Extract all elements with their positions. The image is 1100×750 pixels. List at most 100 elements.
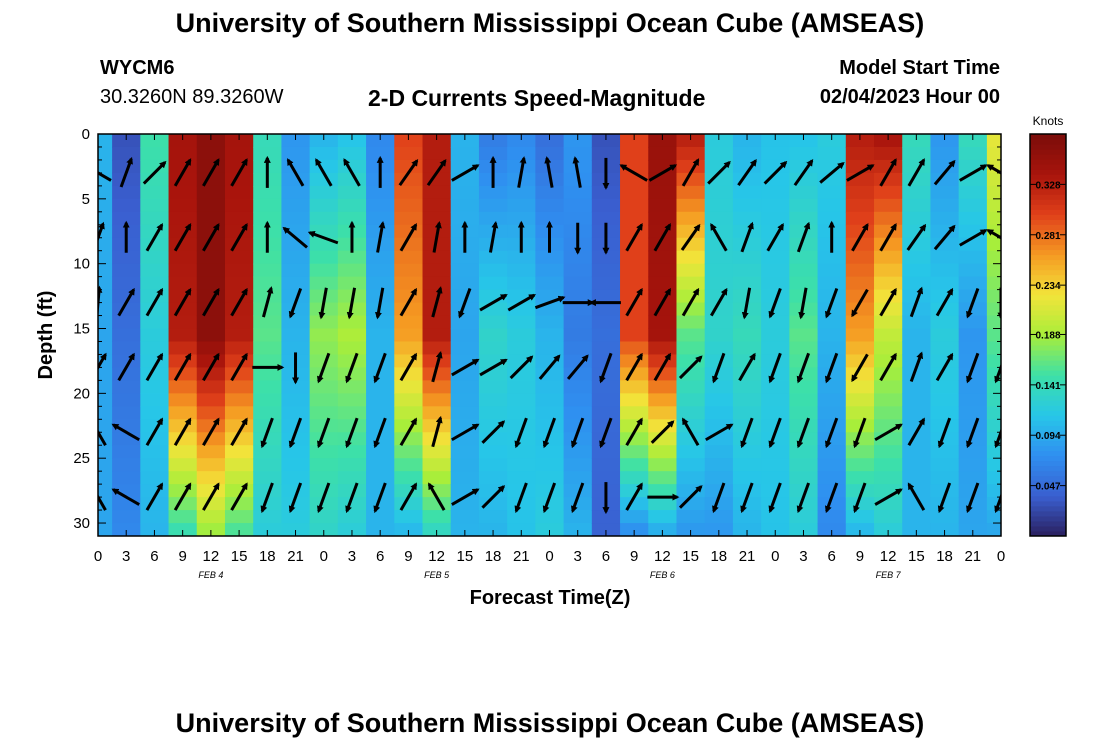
heatmap-cell — [817, 146, 847, 161]
x-tick-label: 9 — [630, 548, 638, 565]
heatmap-cell — [930, 328, 960, 343]
current-vector — [648, 164, 678, 182]
station-id: WYCM6 — [100, 57, 175, 79]
heatmap-cell — [902, 523, 932, 536]
heatmap-cell — [620, 250, 649, 265]
x-axis-label: Forecast Time(Z) — [470, 587, 631, 609]
current-vector — [737, 158, 757, 187]
current-vector — [544, 156, 554, 188]
heatmap-cell — [478, 134, 508, 148]
colorbar-segment — [1030, 284, 1066, 291]
current-vector — [819, 161, 845, 184]
heatmap-cell — [817, 250, 847, 265]
heatmap-cell — [422, 510, 452, 524]
heatmap-cell — [620, 211, 649, 226]
heatmap-cell — [732, 224, 762, 239]
heatmap-cell — [986, 380, 1001, 394]
heatmap-cell — [874, 445, 903, 459]
heatmap-cell — [507, 315, 536, 330]
heatmap-cell — [563, 484, 593, 498]
colorbar-segment — [1030, 249, 1066, 256]
current-vector — [935, 352, 954, 382]
heatmap-cell — [281, 302, 311, 317]
current-vector — [994, 492, 1001, 514]
heatmap-cell — [648, 393, 678, 407]
heatmap-cell — [478, 497, 508, 511]
heatmap-cell — [845, 250, 875, 265]
current-vector — [796, 352, 811, 384]
heatmap-cell — [930, 484, 960, 498]
heatmap-cell — [648, 432, 678, 446]
current-vector — [398, 158, 419, 187]
heatmap-cell — [591, 393, 621, 407]
x-tick-label: 15 — [682, 548, 699, 565]
heatmap-cell — [620, 146, 649, 161]
heatmap-cell — [507, 445, 536, 459]
heatmap-cell — [958, 445, 988, 459]
heatmap-cell — [422, 445, 452, 459]
heatmap-cell — [112, 315, 141, 330]
heatmap-cell — [507, 198, 536, 213]
heatmap-cell — [676, 263, 706, 278]
current-vector — [345, 482, 359, 514]
heatmap-cell — [422, 471, 452, 485]
heatmap-cell — [676, 523, 706, 536]
heatmap-cell — [591, 276, 621, 291]
heatmap-cell — [930, 146, 960, 161]
y-axis: 0 5 10 15 20 25 30 — [73, 126, 1001, 532]
current-vector — [202, 223, 220, 252]
heatmap-cell — [789, 458, 819, 472]
heatmap-cell — [507, 134, 536, 148]
x-tick-label: 12 — [880, 548, 897, 565]
heatmap-cell — [478, 185, 508, 200]
colorbar-segment — [1030, 445, 1066, 452]
heatmap-cell — [309, 276, 339, 291]
heatmap-cell — [450, 315, 480, 330]
heatmap-cell — [563, 250, 593, 265]
heatmap-cell — [337, 315, 367, 330]
heatmap-cell — [168, 134, 198, 148]
heatmap-cell — [478, 315, 508, 330]
heatmap-cell — [732, 134, 762, 148]
x-tick-label: 18 — [485, 548, 502, 565]
heatmap-cell — [140, 263, 170, 278]
heatmap-cell — [874, 250, 903, 265]
heatmap-cell — [563, 211, 593, 226]
heatmap-cell — [591, 341, 621, 356]
colorbar-segment — [1030, 224, 1066, 230]
heatmap-cell — [648, 471, 678, 485]
heatmap-cell — [394, 198, 424, 213]
heatmap-cell — [789, 497, 819, 511]
heatmap-cell — [874, 510, 903, 524]
heatmap-cell — [112, 328, 141, 343]
heatmap-cell — [563, 445, 593, 459]
heatmap-cell — [535, 406, 565, 420]
heatmap-cell — [168, 250, 198, 265]
heatmap-cell — [98, 393, 113, 407]
heatmap-cell — [789, 198, 819, 213]
heatmap-cell — [140, 380, 170, 394]
heatmap-cell — [958, 198, 988, 213]
heatmap-cell — [676, 211, 706, 226]
heatmap-cell — [789, 263, 819, 278]
heatmap-cell — [422, 328, 452, 343]
heatmap-cell — [422, 432, 452, 446]
heatmap-cell — [253, 523, 283, 536]
heatmap-cell — [478, 276, 508, 291]
heatmap-cell — [732, 458, 762, 472]
heatmap-cell — [563, 510, 593, 524]
heatmap-cell — [620, 445, 649, 459]
colorbar-segment — [1030, 465, 1066, 472]
heatmap-cell — [112, 510, 141, 524]
heatmap-cell — [676, 367, 706, 381]
heatmap-cell — [620, 510, 649, 524]
heatmap-cell — [140, 406, 170, 420]
heatmap-cell — [535, 458, 565, 472]
heatmap-cell — [789, 471, 819, 485]
current-vector — [653, 223, 672, 252]
heatmap-cell — [422, 276, 452, 291]
colorbar-segment — [1030, 154, 1066, 160]
current-vector — [824, 287, 839, 319]
heatmap-cell — [281, 406, 311, 420]
